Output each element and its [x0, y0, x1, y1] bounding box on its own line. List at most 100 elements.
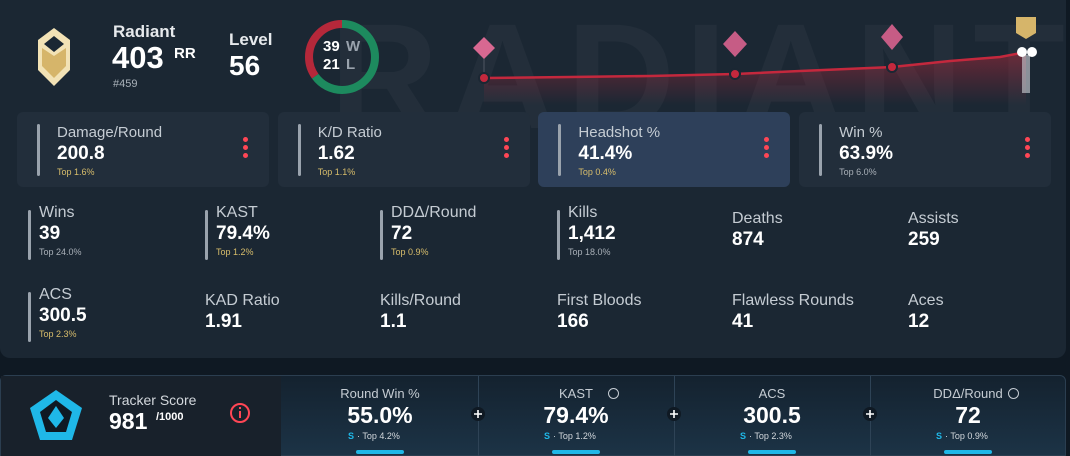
stat-name: First Bloods	[557, 292, 642, 309]
level-label: Level	[229, 30, 273, 49]
stat-value: 1.91	[205, 311, 242, 332]
info-glyph	[1008, 388, 1019, 399]
menu-dots[interactable]	[243, 137, 248, 161]
info-icon[interactable]	[229, 402, 251, 424]
stat-bar	[205, 210, 208, 260]
stat-top: Top 2.3%	[39, 329, 77, 339]
item-name: KAST	[559, 386, 593, 401]
stat-name: ACS	[39, 286, 72, 303]
card-bar	[558, 124, 562, 176]
stat-value: 39	[39, 223, 61, 244]
menu-dots[interactable]	[503, 137, 509, 161]
rank-emblem	[38, 28, 70, 86]
rating-history	[473, 17, 1037, 105]
item-top: · Top 4.2%	[357, 431, 400, 441]
wins-unit: W	[346, 38, 361, 55]
stat-card[interactable]: K/D Ratio 1.62 Top 1.1%	[277, 112, 530, 187]
item-top: · Top 2.3%	[749, 431, 792, 441]
expand-button[interactable]	[471, 407, 485, 421]
level-value: 56	[229, 50, 261, 81]
card-value: 63.9%	[839, 143, 893, 164]
stat-top: Top 24.0%	[39, 247, 82, 257]
menu-dots[interactable]	[1025, 137, 1031, 161]
ring-segment	[305, 20, 379, 94]
card-top: Top 0.4%	[578, 167, 616, 177]
tracker-score: 981	[109, 408, 148, 434]
stat-value: 12	[908, 311, 930, 332]
item-name: ACS	[758, 386, 786, 401]
stat-value: 79.4%	[216, 223, 270, 244]
stat-name: KAD Ratio	[205, 292, 280, 309]
wins: 39	[323, 38, 340, 55]
stat-value: 874	[732, 229, 764, 250]
stat-bar	[28, 292, 31, 342]
rank-rating: 403	[112, 40, 164, 75]
stat-top: Top 1.2%	[216, 247, 254, 257]
stat-name: Kills	[568, 204, 598, 221]
card-top: Top 6.0%	[839, 167, 877, 177]
stat-name: Aces	[908, 292, 944, 309]
item-underline	[944, 450, 992, 454]
stat-bar	[380, 210, 383, 260]
item-underline	[552, 450, 600, 454]
item-grade: S	[348, 431, 355, 441]
stat-top: Top 0.9%	[391, 247, 429, 257]
card-name: Damage/Round	[57, 124, 163, 141]
info-glyph	[608, 388, 619, 399]
stat-name: Wins	[39, 204, 75, 221]
stat-name: KAST	[216, 204, 258, 221]
item-top: · Top 1.2%	[553, 431, 596, 441]
tracker-emblem	[30, 390, 82, 440]
item-top: · Top 0.9%	[945, 431, 988, 441]
tracker-item: DDΔ/Round 72 S · Top 0.9%	[870, 386, 1066, 456]
item-grade: S	[544, 431, 551, 441]
card-name: Headshot %	[578, 124, 661, 141]
item-grade: S	[936, 431, 943, 441]
item-value: 72	[955, 402, 981, 428]
tracker-item: KAST 79.4% S · Top 1.2%	[478, 386, 674, 456]
card-bar	[297, 124, 301, 176]
item-underline	[748, 450, 796, 454]
stat-name: Assists	[908, 210, 959, 227]
stat-value: 1,412	[568, 223, 616, 244]
item-value: 79.4%	[543, 402, 609, 428]
card-value: 41.4%	[578, 143, 633, 164]
stat-name: DDΔ/Round	[391, 204, 477, 221]
card-value: 1.62	[317, 143, 355, 164]
card-bar	[819, 124, 823, 176]
item-value: 300.5	[743, 402, 801, 428]
win-loss-ring	[305, 20, 379, 94]
losses-unit: L	[346, 56, 356, 73]
item-name: Round Win %	[340, 386, 420, 401]
stat-value: 41	[732, 311, 754, 332]
stat-name: Kills/Round	[380, 292, 461, 309]
stat-top: Top 18.0%	[568, 247, 611, 257]
card-bar	[37, 124, 40, 176]
stat-name: Deaths	[732, 210, 783, 227]
stat-value: 1.1	[380, 311, 407, 332]
card-top: Top 1.1%	[317, 167, 356, 177]
stat-card[interactable]: Damage/Round 200.8 Top 1.6%	[17, 112, 269, 187]
card-name: Win %	[839, 124, 883, 141]
stat-card[interactable]: Win % 63.9% Top 6.0%	[799, 112, 1052, 187]
stat-value: 72	[391, 223, 413, 244]
stat-bar	[28, 210, 31, 260]
card-name: K/D Ratio	[317, 124, 382, 141]
item-grade: S	[740, 431, 747, 441]
expand-button[interactable]	[863, 407, 877, 421]
card-top: Top 1.6%	[57, 167, 95, 177]
expand-button[interactable]	[667, 407, 681, 421]
menu-dots[interactable]	[764, 137, 770, 161]
tracker-item: ACS 300.5 S · Top 2.3%	[674, 386, 870, 456]
stat-value: 300.5	[39, 305, 87, 326]
stat-card[interactable]: Headshot % 41.4% Top 0.4%	[538, 112, 791, 187]
losses: 21	[323, 56, 340, 73]
tracker-label: Tracker Score	[109, 392, 197, 408]
stat-bar	[557, 210, 560, 260]
stat-value: 166	[557, 311, 589, 332]
leaderboard-rank: #459	[113, 78, 138, 90]
item-value: 55.0%	[347, 402, 413, 428]
rank-name: Radiant	[113, 22, 176, 41]
